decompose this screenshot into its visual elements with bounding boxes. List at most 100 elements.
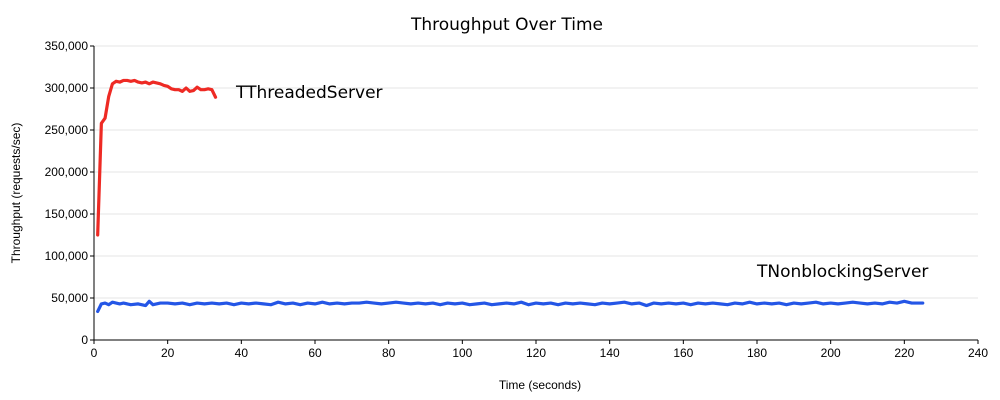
data-point-tnonblockingserver (159, 301, 162, 305)
y-tick-label: 250,000 (45, 123, 89, 137)
data-point-tnonblockingserver (96, 310, 99, 313)
data-point-tnonblockingserver (232, 303, 236, 306)
data-point-tnonblockingserver (674, 302, 678, 306)
data-point-tnonblockingserver (770, 302, 773, 306)
data-point-tnonblockingserver (424, 302, 427, 306)
data-point-tnonblockingserver (696, 301, 700, 305)
data-point-tthreadedserver (118, 80, 121, 84)
data-point-tthreadedserver (122, 79, 125, 82)
x-axis-ticks: 0 20 40 60 80 100 120 140 160 180 200 220 240 (91, 340, 988, 360)
data-point-tthreadedserver (133, 79, 136, 82)
x-tick-label: 0 (91, 346, 98, 360)
data-point-tnonblockingserver (917, 301, 921, 305)
data-point-tnonblockingserver (623, 301, 626, 304)
x-tick-label: 140 (600, 346, 620, 360)
data-point-tnonblockingserver (571, 302, 575, 306)
data-point-tthreadedserver (125, 79, 129, 82)
data-point-tthreadedserver (210, 88, 214, 91)
data-point-tnonblockingserver (166, 301, 169, 305)
data-point-tnonblockingserver (394, 301, 398, 304)
y-tick-label: 150,000 (45, 207, 89, 221)
data-point-tnonblockingserver (637, 301, 641, 305)
data-point-tnonblockingserver (748, 301, 751, 304)
data-point-tthreadedserver (137, 80, 140, 84)
data-point-tnonblockingserver (844, 301, 847, 305)
data-point-tnonblockingserver (468, 303, 471, 306)
grid-lines (94, 45, 978, 299)
data-point-tnonblockingserver (910, 301, 913, 305)
y-tick-label: 300,000 (45, 81, 89, 95)
data-point-tnonblockingserver (358, 301, 361, 305)
data-point-tnonblockingserver (601, 301, 604, 305)
x-tick-label: 120 (526, 346, 546, 360)
data-point-tthreadedserver (140, 81, 144, 85)
data-point-tthreadedserver (159, 82, 162, 86)
data-point-tnonblockingserver (556, 303, 560, 306)
data-point-tnonblockingserver (741, 302, 744, 306)
data-point-tnonblockingserver (350, 301, 354, 305)
data-point-tnonblockingserver (107, 303, 110, 306)
data-point-tthreadedserver (206, 87, 210, 91)
data-point-tthreadedserver (173, 88, 177, 91)
data-point-tnonblockingserver (903, 300, 906, 303)
data-point-tnonblockingserver (512, 302, 516, 306)
data-point-tthreadedserver (203, 88, 206, 91)
data-point-tthreadedserver (148, 82, 151, 86)
data-point-tnonblockingserver (497, 302, 501, 306)
data-point-tnonblockingserver (814, 301, 818, 304)
series-label-tthreadedserver: TThreadedServer (235, 83, 383, 103)
data-point-tnonblockingserver (188, 303, 191, 306)
x-tick-label: 80 (382, 346, 396, 360)
data-point-tnonblockingserver (711, 301, 714, 305)
data-point-tnonblockingserver (343, 302, 346, 306)
data-point-tnonblockingserver (921, 301, 924, 305)
data-point-tthreadedserver (144, 80, 147, 84)
data-point-tnonblockingserver (402, 301, 405, 305)
data-point-tnonblockingserver (608, 302, 611, 306)
data-point-tthreadedserver (111, 82, 114, 86)
data-point-tnonblockingserver (328, 302, 331, 306)
data-point-tthreadedserver (188, 90, 191, 93)
data-point-tnonblockingserver (218, 302, 221, 306)
axes (93, 46, 978, 341)
data-point-tthreadedserver (162, 84, 166, 87)
data-point-tnonblockingserver (365, 301, 368, 304)
data-point-tnonblockingserver (225, 301, 228, 305)
x-tick-label: 200 (821, 346, 841, 360)
data-point-tnonblockingserver (881, 302, 884, 306)
chart-title: Throughput Over Time (410, 15, 603, 35)
data-point-tthreadedserver (214, 96, 217, 99)
data-point-tthreadedserver (151, 80, 155, 84)
data-point-tnonblockingserver (114, 301, 118, 305)
data-point-tnonblockingserver (100, 302, 103, 306)
data-point-tnonblockingserver (888, 301, 891, 304)
data-point-tnonblockingserver (262, 302, 265, 306)
data-point-tnonblockingserver (254, 301, 258, 305)
data-point-tthreadedserver (195, 85, 199, 89)
data-point-tnonblockingserver (453, 302, 457, 306)
data-point-tthreadedserver (170, 87, 173, 91)
data-point-tnonblockingserver (483, 301, 486, 305)
data-point-tnonblockingserver (755, 302, 759, 306)
y-tick-label: 350,000 (45, 39, 89, 53)
data-point-tnonblockingserver (118, 302, 121, 306)
data-point-tnonblockingserver (409, 302, 412, 306)
data-point-tnonblockingserver (822, 302, 825, 306)
data-point-tnonblockingserver (203, 302, 206, 306)
data-point-tnonblockingserver (269, 303, 272, 306)
data-point-tthreadedserver (100, 122, 103, 125)
data-point-tnonblockingserver (475, 302, 479, 306)
data-point-tnonblockingserver (321, 301, 324, 304)
data-point-tnonblockingserver (851, 301, 854, 304)
data-point-tnonblockingserver (122, 301, 125, 305)
data-point-tnonblockingserver (733, 301, 737, 305)
data-point-tthreadedserver (181, 90, 184, 93)
data-point-tnonblockingserver (103, 301, 107, 305)
x-tick-label: 160 (673, 346, 693, 360)
data-point-tnonblockingserver (490, 303, 493, 306)
data-point-tnonblockingserver (682, 301, 685, 305)
data-point-tnonblockingserver (247, 302, 250, 306)
data-point-tthreadedserver (129, 80, 133, 83)
data-point-tthreadedserver (184, 86, 188, 90)
data-point-tnonblockingserver (615, 301, 619, 305)
